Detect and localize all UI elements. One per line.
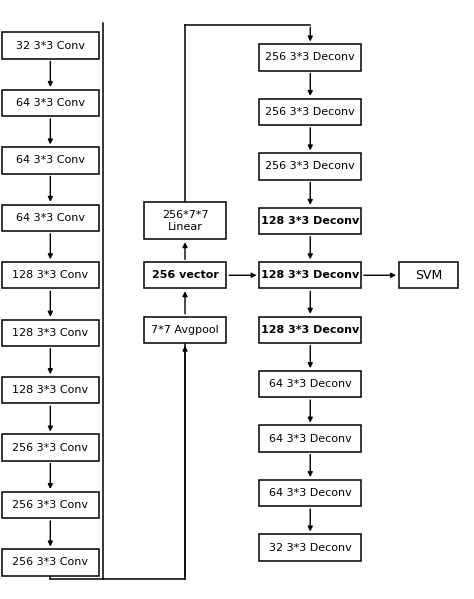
FancyBboxPatch shape <box>2 492 99 518</box>
Text: 128 3*3 Conv: 128 3*3 Conv <box>12 270 88 280</box>
Text: 7*7 Avgpool: 7*7 Avgpool <box>151 325 219 335</box>
FancyBboxPatch shape <box>144 262 227 288</box>
FancyBboxPatch shape <box>259 534 361 561</box>
Text: 128 3*3 Conv: 128 3*3 Conv <box>12 385 88 395</box>
Text: 32 3*3 Deconv: 32 3*3 Deconv <box>269 543 352 552</box>
Text: 256*7*7
Linear: 256*7*7 Linear <box>162 210 209 232</box>
Text: 256 3*3 Deconv: 256 3*3 Deconv <box>265 107 355 117</box>
Text: 64 3*3 Conv: 64 3*3 Conv <box>16 213 85 223</box>
FancyBboxPatch shape <box>259 99 361 125</box>
FancyBboxPatch shape <box>259 316 361 343</box>
FancyBboxPatch shape <box>259 44 361 71</box>
Text: 256 3*3 Conv: 256 3*3 Conv <box>12 500 88 510</box>
FancyBboxPatch shape <box>2 32 99 59</box>
FancyBboxPatch shape <box>144 316 227 343</box>
FancyBboxPatch shape <box>259 153 361 180</box>
FancyBboxPatch shape <box>259 208 361 234</box>
FancyBboxPatch shape <box>2 90 99 116</box>
Text: 256 3*3 Conv: 256 3*3 Conv <box>12 558 88 567</box>
Text: 64 3*3 Deconv: 64 3*3 Deconv <box>269 488 352 498</box>
FancyBboxPatch shape <box>399 262 458 288</box>
Text: 64 3*3 Conv: 64 3*3 Conv <box>16 98 85 108</box>
Text: SVM: SVM <box>415 269 442 282</box>
Text: 128 3*3 Deconv: 128 3*3 Deconv <box>261 216 359 226</box>
FancyBboxPatch shape <box>2 319 99 346</box>
Text: 256 3*3 Conv: 256 3*3 Conv <box>12 443 88 453</box>
Text: 32 3*3 Conv: 32 3*3 Conv <box>16 41 85 50</box>
Text: 64 3*3 Conv: 64 3*3 Conv <box>16 155 85 165</box>
Text: 128 3*3 Conv: 128 3*3 Conv <box>12 328 88 338</box>
FancyBboxPatch shape <box>2 377 99 403</box>
FancyBboxPatch shape <box>2 205 99 231</box>
FancyBboxPatch shape <box>2 147 99 174</box>
Text: 64 3*3 Deconv: 64 3*3 Deconv <box>269 434 352 444</box>
FancyBboxPatch shape <box>259 425 361 452</box>
Text: 64 3*3 Deconv: 64 3*3 Deconv <box>269 379 352 389</box>
FancyBboxPatch shape <box>259 262 361 288</box>
FancyBboxPatch shape <box>2 262 99 288</box>
FancyBboxPatch shape <box>259 371 361 397</box>
FancyBboxPatch shape <box>144 202 227 240</box>
FancyBboxPatch shape <box>2 434 99 461</box>
FancyBboxPatch shape <box>259 480 361 506</box>
Text: 128 3*3 Deconv: 128 3*3 Deconv <box>261 325 359 335</box>
Text: 128 3*3 Deconv: 128 3*3 Deconv <box>261 270 359 280</box>
FancyBboxPatch shape <box>2 549 99 576</box>
Text: 256 3*3 Deconv: 256 3*3 Deconv <box>265 53 355 62</box>
Text: 256 vector: 256 vector <box>152 270 219 280</box>
Text: 256 3*3 Deconv: 256 3*3 Deconv <box>265 161 355 171</box>
